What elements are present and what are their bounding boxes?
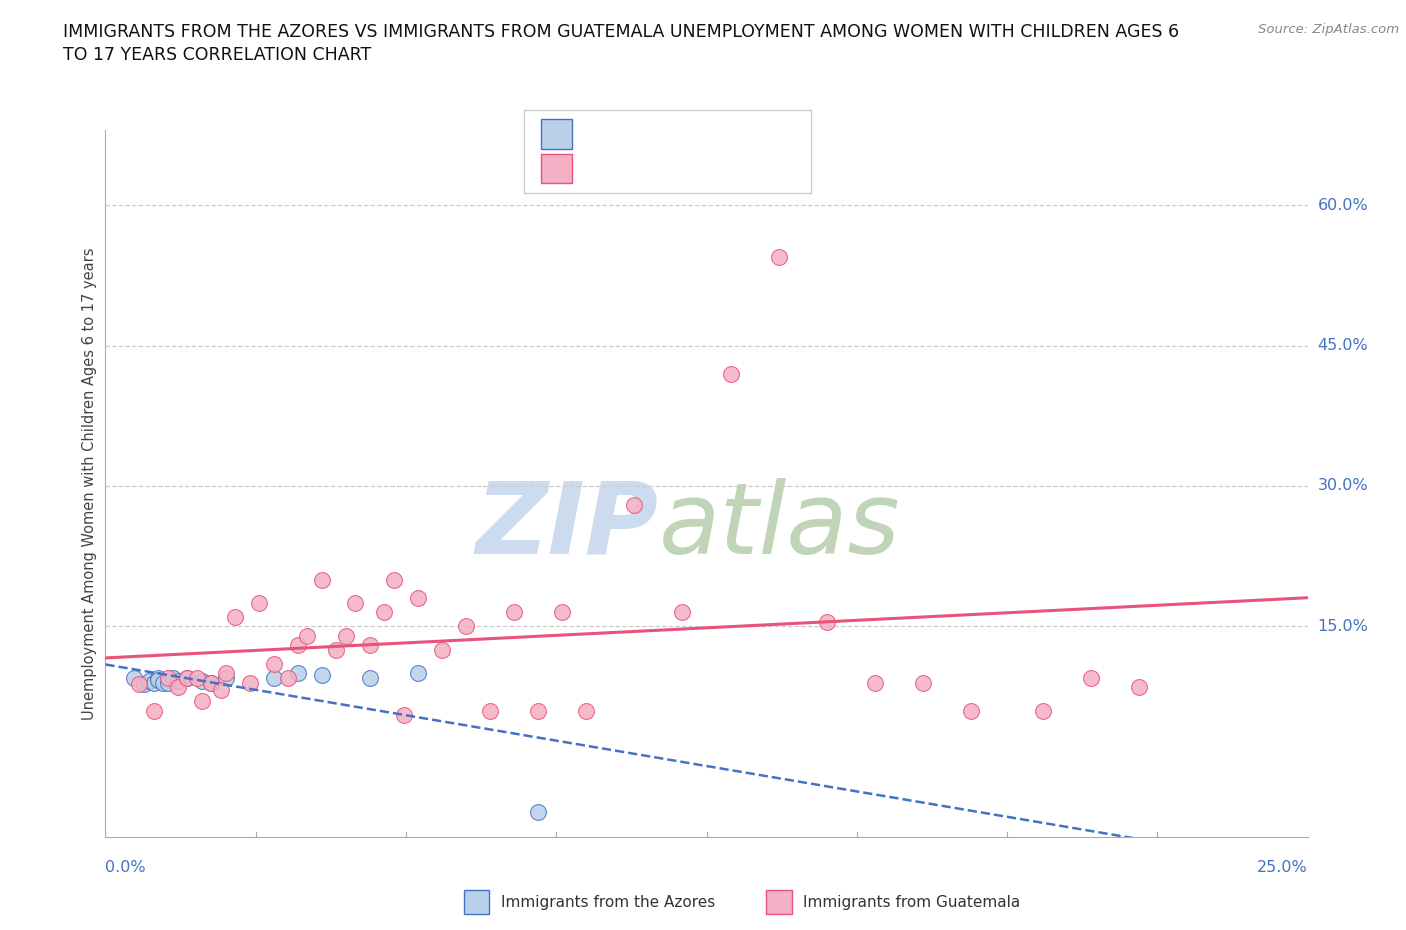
Point xyxy=(1080,671,1102,685)
Text: 0.0%: 0.0% xyxy=(105,860,146,875)
Text: Immigrants from Guatemala: Immigrants from Guatemala xyxy=(803,895,1021,910)
Point xyxy=(297,629,319,644)
Point xyxy=(166,673,188,688)
Point xyxy=(156,675,179,690)
Text: N =: N = xyxy=(686,161,716,176)
Point xyxy=(720,366,742,381)
Point xyxy=(200,675,222,690)
Point xyxy=(373,604,395,619)
Point xyxy=(671,604,693,619)
Text: ZIP: ZIP xyxy=(475,477,658,575)
Point xyxy=(156,671,179,685)
Point xyxy=(148,671,170,685)
Point xyxy=(575,703,598,718)
Point xyxy=(768,249,790,264)
Y-axis label: Unemployment Among Women with Children Ages 6 to 17 years: Unemployment Among Women with Children A… xyxy=(82,247,97,720)
Text: Source: ZipAtlas.com: Source: ZipAtlas.com xyxy=(1258,23,1399,36)
Text: atlas: atlas xyxy=(658,477,900,575)
Point xyxy=(359,671,381,685)
Point xyxy=(430,643,453,658)
Point xyxy=(479,703,502,718)
Point xyxy=(224,609,246,624)
Point xyxy=(214,671,236,685)
Point xyxy=(392,708,415,723)
Point xyxy=(209,683,232,698)
Point xyxy=(1128,680,1150,695)
Point xyxy=(190,694,212,709)
Point xyxy=(190,673,212,688)
Point xyxy=(911,675,934,690)
Text: 60.0%: 60.0% xyxy=(1317,197,1368,213)
Point xyxy=(382,572,405,587)
Point xyxy=(277,671,299,685)
Point xyxy=(311,572,333,587)
Point xyxy=(325,643,347,658)
Point xyxy=(527,703,550,718)
Text: R =: R = xyxy=(581,161,614,176)
Text: 25.0%: 25.0% xyxy=(1257,860,1308,875)
Point xyxy=(454,619,477,634)
Point xyxy=(311,668,333,683)
Text: TO 17 YEARS CORRELATION CHART: TO 17 YEARS CORRELATION CHART xyxy=(63,46,371,64)
Text: IMMIGRANTS FROM THE AZORES VS IMMIGRANTS FROM GUATEMALA UNEMPLOYMENT AMONG WOMEN: IMMIGRANTS FROM THE AZORES VS IMMIGRANTS… xyxy=(63,23,1180,41)
Point xyxy=(142,675,165,690)
Point xyxy=(247,595,270,610)
Point xyxy=(142,703,165,718)
Text: 0.551: 0.551 xyxy=(623,161,671,176)
Point xyxy=(132,677,155,692)
Point xyxy=(176,671,198,685)
Point xyxy=(239,675,262,690)
Point xyxy=(186,671,208,685)
Point xyxy=(623,498,645,512)
Point xyxy=(960,703,983,718)
Point xyxy=(863,675,886,690)
Point xyxy=(166,680,188,695)
Point xyxy=(527,804,550,819)
Text: 45.0%: 45.0% xyxy=(1317,338,1368,353)
Point xyxy=(335,629,357,644)
Point xyxy=(344,595,367,610)
Text: N =: N = xyxy=(686,126,716,141)
Point xyxy=(287,638,309,653)
Point xyxy=(128,677,150,692)
Text: 0.050: 0.050 xyxy=(623,126,671,141)
Point xyxy=(138,673,160,688)
Point xyxy=(176,671,198,685)
Point xyxy=(148,672,170,687)
Point xyxy=(263,671,285,685)
Point xyxy=(1032,703,1054,718)
Point xyxy=(152,675,174,690)
Text: 30.0%: 30.0% xyxy=(1317,478,1368,494)
Point xyxy=(214,666,236,681)
Point xyxy=(287,666,309,681)
Text: 20: 20 xyxy=(724,126,745,141)
Point xyxy=(200,675,222,690)
Point xyxy=(815,614,838,629)
Point xyxy=(406,666,429,681)
Text: 44: 44 xyxy=(724,161,745,176)
Point xyxy=(162,671,184,685)
Point xyxy=(406,591,429,605)
Text: 15.0%: 15.0% xyxy=(1317,618,1368,634)
Point xyxy=(124,671,146,685)
Point xyxy=(503,604,526,619)
Point xyxy=(263,657,285,671)
Point xyxy=(359,638,381,653)
Text: Immigrants from the Azores: Immigrants from the Azores xyxy=(501,895,714,910)
Point xyxy=(551,604,574,619)
Text: R =: R = xyxy=(581,126,614,141)
